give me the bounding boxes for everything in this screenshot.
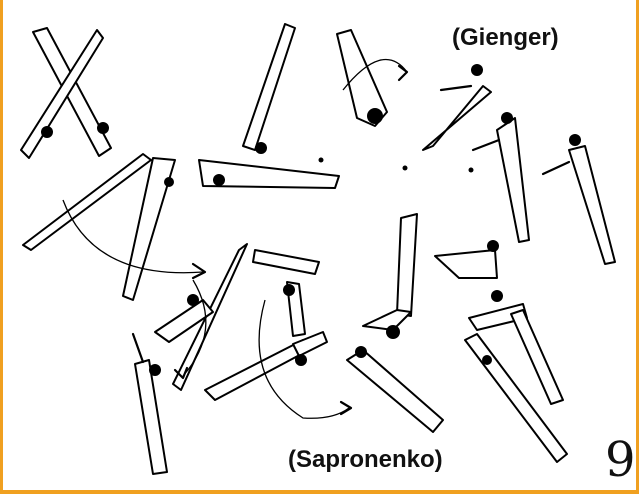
gymnast-figure-gienger-twist bbox=[336, 29, 409, 127]
gymnastics-sequence-illustration bbox=[20, 23, 616, 475]
gymnast-figure-sapronenko-2 bbox=[346, 346, 444, 433]
gymnast-figure-crossed-2 bbox=[20, 29, 104, 159]
gymnast-figure-pike-1 bbox=[154, 243, 248, 391]
gymnast-figure-right-lower-3 bbox=[464, 333, 568, 463]
swing-arc-left bbox=[62, 199, 204, 274]
label-sapronenko: (Sapronenko) bbox=[288, 446, 443, 473]
gymnast-figure-right-lower-2 bbox=[468, 290, 564, 405]
page-number: 9 bbox=[605, 432, 636, 488]
gymnast-figure-swing-left bbox=[22, 153, 176, 301]
trajectory-dot bbox=[468, 167, 474, 173]
gymnast-figure-catch-1 bbox=[422, 64, 492, 151]
gymnast-figure-pike-2 bbox=[252, 249, 320, 337]
gymnast-figure-descending bbox=[198, 23, 340, 189]
label-gienger: (Gienger) bbox=[452, 24, 559, 51]
gymnast-figure-sapronenko-1 bbox=[204, 299, 353, 419]
trajectory-dot bbox=[318, 157, 324, 163]
gymnast-figure-right-lower-1 bbox=[434, 240, 499, 279]
trajectory-dot bbox=[402, 165, 408, 171]
gymnast-figure-standing-left bbox=[131, 332, 168, 475]
gymnast-figure-catch-2 bbox=[471, 112, 530, 243]
swing-arc-left-arrow bbox=[191, 262, 207, 280]
gymnast-figure-crossed-1 bbox=[32, 27, 112, 157]
gymnast-figure-handstand bbox=[362, 213, 418, 339]
gymnast-figure-catch-3 bbox=[541, 134, 616, 265]
